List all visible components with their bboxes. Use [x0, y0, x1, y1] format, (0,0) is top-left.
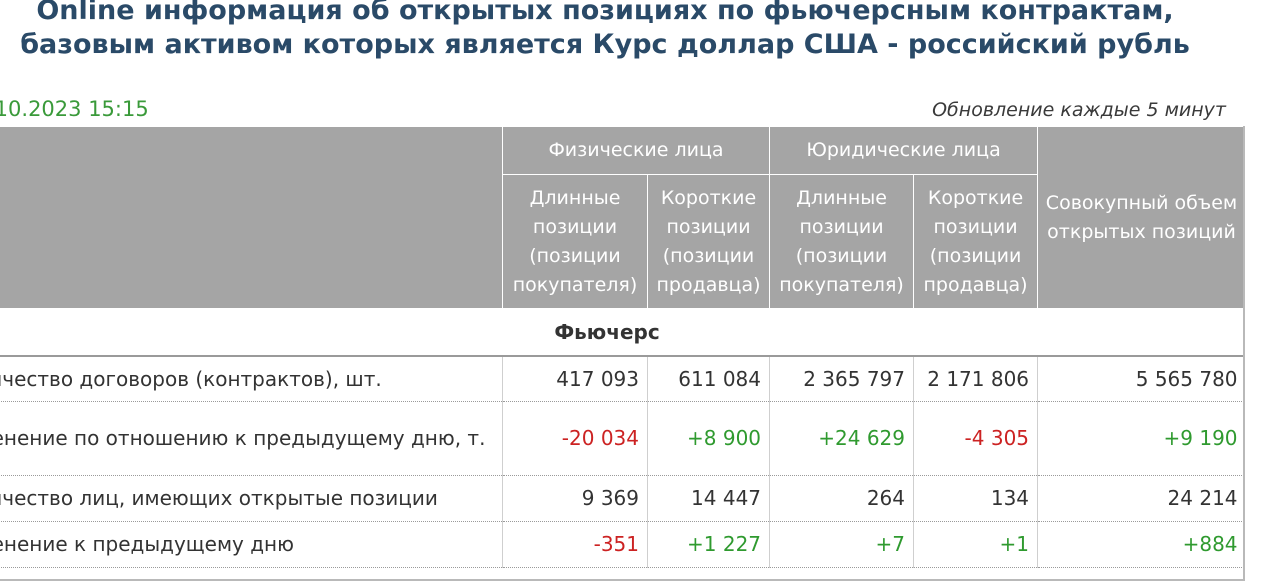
table-row: менение к предыдущему дню -351 +1 227 +7…: [0, 521, 1245, 568]
title-line-1: Online информация об открытых позициях п…: [36, 0, 1174, 26]
header-short-individuals: Короткие позиции (позиции продавца): [646, 174, 771, 309]
cell-value: +1 227: [646, 521, 770, 568]
header-empty: [0, 126, 503, 309]
row-label: менение к предыдущему дню: [0, 521, 503, 568]
header-individuals: Физические лица: [501, 126, 771, 175]
table-row: личество договоров (контрактов), шт. 417…: [0, 356, 1245, 402]
cell-value: -4 305: [913, 401, 1038, 476]
cell-value: 2 171 806: [913, 356, 1038, 402]
header-total: Совокупный объем открытых позиций: [1037, 126, 1245, 309]
cell-value: 2 365 797: [769, 356, 914, 402]
table-row: личество лиц, имеющих открытые позиции 9…: [0, 475, 1245, 522]
cell-value: +1: [913, 521, 1038, 568]
cell-value: 9 369: [502, 475, 648, 522]
header-long-individuals: Длинные позиции (позиции покупателя): [502, 174, 648, 309]
cell-value: +9 190: [1037, 401, 1245, 476]
cell-value: 611 084: [646, 356, 770, 402]
open-positions-table: Физические лица Юридические лица Совокуп…: [0, 126, 1245, 581]
page-title: Online информация об открытых позициях п…: [0, 0, 1210, 62]
cell-value: 134: [913, 475, 1038, 522]
row-label: менение по отношению к предыдущему дню, …: [0, 401, 503, 476]
timestamp: .10.2023 15:15: [0, 97, 149, 121]
update-note: Обновление каждые 5 минут: [932, 99, 1226, 121]
row-label: личество лиц, имеющих открытые позиции: [0, 475, 503, 522]
title-line-2: базовым активом которых является Курс до…: [20, 29, 1190, 60]
cell-value: 5 565 780: [1037, 356, 1245, 402]
row-label: личество договоров (контрактов), шт.: [0, 356, 503, 402]
cell-value: 14 447: [646, 475, 770, 522]
header-legal-entities: Юридические лица: [769, 126, 1039, 175]
header-short-legal: Короткие позиции (позиции продавца): [913, 174, 1039, 309]
header-long-legal: Длинные позиции (позиции покупателя): [769, 174, 915, 309]
section-futures: Фьючерс: [0, 308, 1245, 357]
cell-value: -351: [502, 521, 648, 568]
cell-value: +884: [1037, 521, 1245, 568]
cell-value: 24 214: [1037, 475, 1245, 522]
cell-value: +7: [769, 521, 914, 568]
cell-value: 417 093: [502, 356, 648, 402]
cell-value: +8 900: [646, 401, 770, 476]
table-row: менение по отношению к предыдущему дню, …: [0, 401, 1245, 476]
cell-value: 264: [769, 475, 914, 522]
cell-value: -20 034: [502, 401, 648, 476]
cell-value: +24 629: [769, 401, 914, 476]
